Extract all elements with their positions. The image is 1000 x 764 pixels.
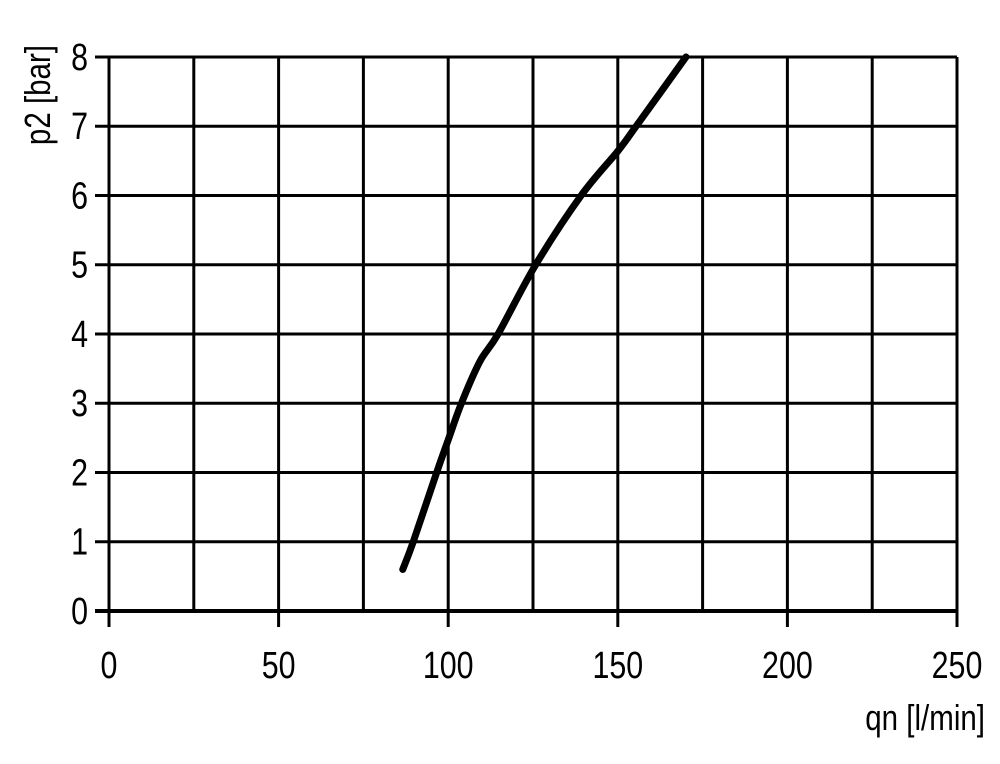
x-axis-label: qn [l/min] <box>865 697 985 737</box>
y-tick-label: 1 <box>71 522 88 564</box>
x-tick-label: 250 <box>932 645 983 687</box>
x-tick-labels: 0 50 100 150 200 250 <box>101 645 983 687</box>
y-tick-label: 7 <box>71 106 88 148</box>
series-line <box>399 53 690 573</box>
x-tick-label: 50 <box>262 645 296 687</box>
y-tick-labels: 0 1 2 3 4 5 6 7 8 <box>71 37 88 633</box>
y-tick-label: 8 <box>71 37 88 79</box>
y-tick-label: 4 <box>71 314 88 356</box>
ticks <box>95 55 959 627</box>
y-tick-label: 3 <box>71 383 88 425</box>
x-tick-label: 100 <box>423 645 474 687</box>
series-group <box>399 53 690 573</box>
y-tick-label: 0 <box>71 591 88 633</box>
x-tick-label: 0 <box>101 645 118 687</box>
grid <box>95 55 959 613</box>
y-axis-label: p2 [bar] <box>17 45 57 145</box>
x-tick-label: 200 <box>762 645 813 687</box>
x-tick-label: 150 <box>592 645 643 687</box>
y-tick-label: 5 <box>71 245 88 287</box>
y-tick-label: 6 <box>71 175 88 217</box>
y-tick-label: 2 <box>71 452 88 494</box>
